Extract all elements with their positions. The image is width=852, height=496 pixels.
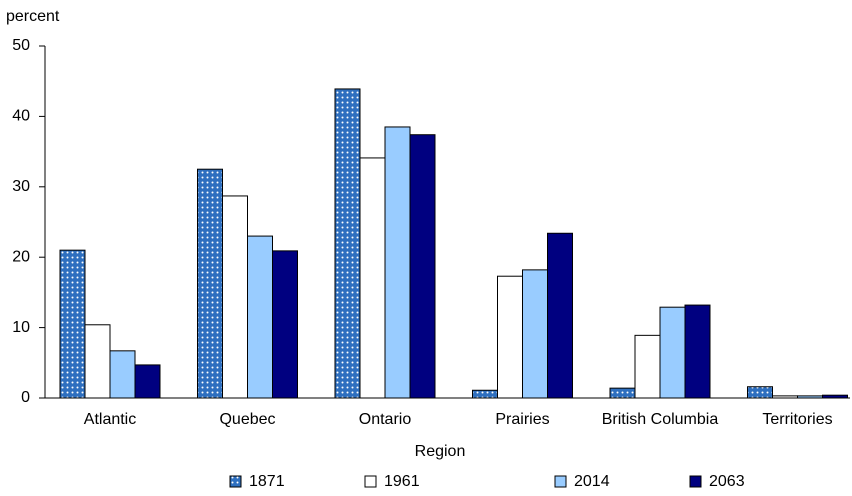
bar xyxy=(134,364,161,399)
bar xyxy=(522,269,548,399)
x-tick-label: Atlantic xyxy=(84,411,136,428)
y-axis-label: percent xyxy=(6,8,60,25)
bar xyxy=(684,304,711,399)
bar xyxy=(497,275,523,399)
legend-swatch xyxy=(689,475,702,488)
x-tick-label: British Columbia xyxy=(602,411,719,428)
bar xyxy=(547,232,573,399)
y-tick-label: 30 xyxy=(12,178,30,195)
bar xyxy=(59,249,86,399)
bar xyxy=(634,334,661,399)
y-tick-label: 0 xyxy=(21,389,30,406)
bar xyxy=(659,306,686,399)
x-tick-label: Quebec xyxy=(219,411,275,428)
bar xyxy=(247,235,273,399)
bar xyxy=(747,386,773,399)
bar xyxy=(359,157,386,399)
legend-label: 1871 xyxy=(249,473,285,490)
y-tick-label: 50 xyxy=(12,37,30,54)
bar xyxy=(197,168,223,399)
bar xyxy=(272,250,298,399)
bar xyxy=(609,387,636,399)
bar xyxy=(109,350,136,399)
legend-swatch xyxy=(229,475,242,488)
legend-swatch xyxy=(364,475,377,488)
y-tick-label: 40 xyxy=(12,108,30,125)
bar xyxy=(472,389,498,399)
bar xyxy=(84,324,111,399)
y-tick-label: 20 xyxy=(12,248,30,265)
bar xyxy=(222,195,248,399)
bar xyxy=(384,126,411,399)
x-tick-label: Territories xyxy=(762,411,832,428)
legend-label: 1961 xyxy=(384,473,420,490)
x-axis-label: Region xyxy=(415,443,466,460)
legend-label: 2014 xyxy=(574,473,610,490)
x-tick-label: Prairies xyxy=(495,411,549,428)
bar xyxy=(409,134,436,399)
legend-label: 2063 xyxy=(709,473,745,490)
bar xyxy=(334,88,361,399)
x-tick-label: Ontario xyxy=(359,411,412,428)
legend-swatch xyxy=(554,475,567,488)
y-tick-label: 10 xyxy=(12,319,30,336)
